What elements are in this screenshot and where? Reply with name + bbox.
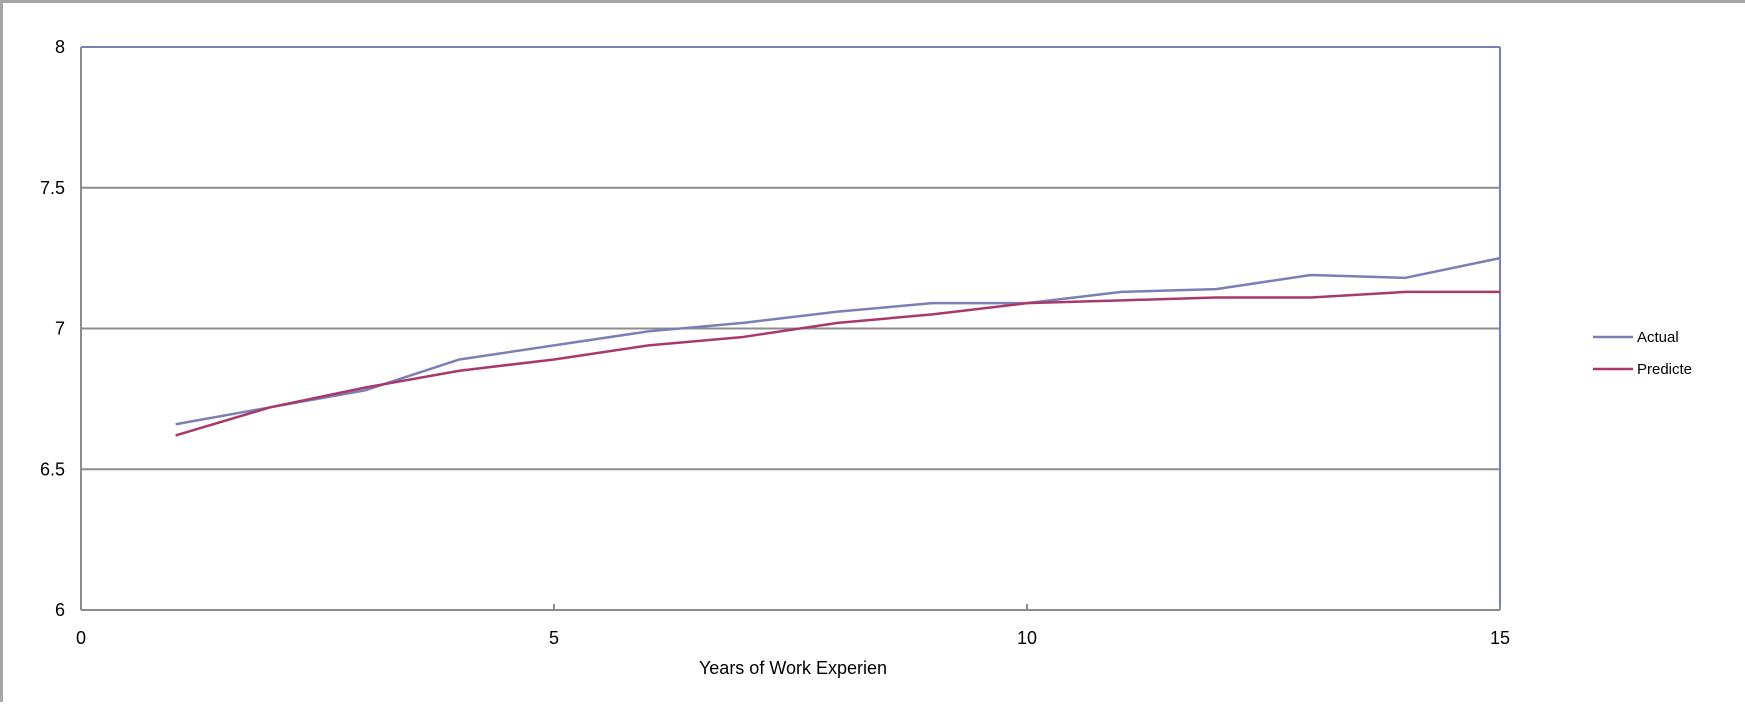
y-tick-label-3: 7.5 <box>40 178 65 198</box>
legend: Actual Predicte <box>1593 329 1692 378</box>
legend-label-0: Actual <box>1637 329 1679 346</box>
y-tick-label-1: 6.5 <box>40 459 65 479</box>
series-layer <box>175 256 1501 437</box>
x-tick-label-0: 0 <box>76 628 86 648</box>
x-tick-label-2: 10 <box>1017 628 1037 648</box>
y-tick-label-4: 8 <box>55 37 65 57</box>
x-axis-title: Years of Work Experien <box>699 658 887 678</box>
series-line-predicted <box>175 290 1500 437</box>
y-tick-label-0: 6 <box>55 600 65 620</box>
legend-label-1: Predicte <box>1637 361 1692 378</box>
x-tick-label-1: 5 <box>549 628 559 648</box>
x-tick-label-3: 15 <box>1490 628 1510 648</box>
label-layer: 0 5 10 15 6 6.5 7 7.5 8 <box>40 37 1510 648</box>
axis-layer <box>80 46 1501 611</box>
line-chart: 0 5 10 15 6 6.5 7 7.5 8 Years of Work Experien A… <box>40 37 1692 678</box>
y-tick-label-2: 7 <box>55 319 65 339</box>
grid-layer <box>81 186 1500 471</box>
series-line-actual <box>175 256 1501 426</box>
